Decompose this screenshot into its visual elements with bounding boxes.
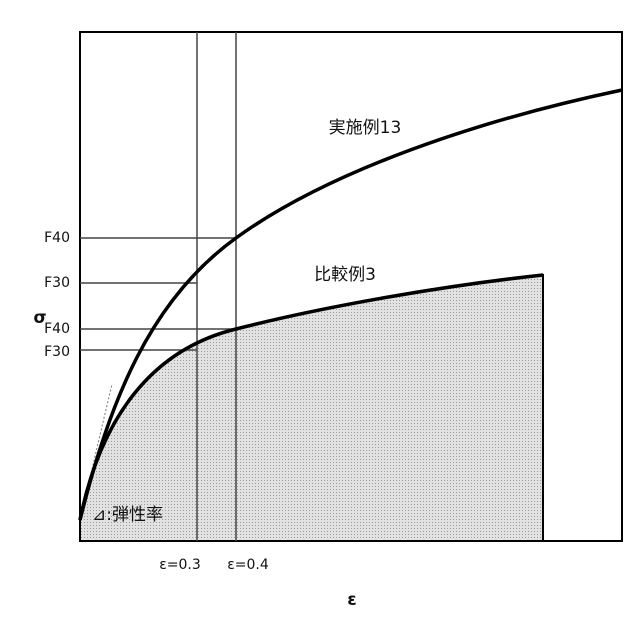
x-axis-label: ε — [347, 590, 356, 610]
curve-label: 比較例3 — [314, 265, 376, 285]
y-tick-label: F30 — [44, 275, 70, 291]
curve-label: 実施例13 — [329, 118, 402, 138]
y-tick-label: F30 — [44, 344, 70, 360]
annotation: ⊿:弾性率 — [92, 505, 163, 525]
y-tick-label: F40 — [44, 230, 70, 246]
shaded-area — [80, 275, 543, 541]
x-tick-label: ε=0.3 — [159, 557, 201, 573]
x-tick-label: ε=0.4 — [227, 557, 269, 573]
diagram: F40 F30 F40 F30 ε=0.3 ε=0.4 σ ε 実施例13 比較… — [0, 0, 640, 640]
y-axis-label: σ — [33, 308, 46, 328]
y-tick-label: F40 — [44, 321, 70, 337]
